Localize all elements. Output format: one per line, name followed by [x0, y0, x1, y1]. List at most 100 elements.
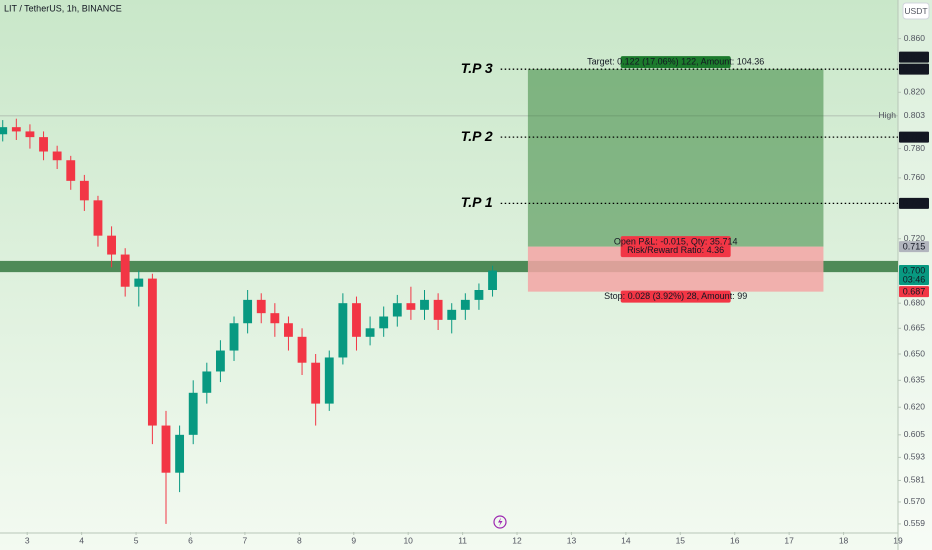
candle-body — [147, 278, 157, 426]
candle-body — [93, 200, 103, 236]
axis-marker-label: 0.837 — [903, 52, 926, 62]
axis-marker-label: 0.715 — [903, 242, 926, 252]
axis-marker-label: 0.743 — [903, 198, 926, 208]
x-tick-label: 4 — [79, 535, 84, 545]
pnl-label-bg — [620, 236, 731, 258]
candle-body — [460, 299, 470, 310]
x-tick-label: 16 — [730, 535, 740, 545]
axis-marker — [899, 51, 929, 63]
target-label: Target: 0.122 (17.06%) 122, Amount: 104.… — [587, 57, 764, 67]
axis-marker-label: 0.837 — [903, 64, 926, 74]
candle-body — [79, 180, 89, 201]
support-zone — [0, 260, 898, 273]
x-tick-label: 8 — [297, 535, 302, 545]
candle-body — [420, 299, 429, 310]
candle-body — [175, 434, 185, 473]
target-zone — [527, 69, 824, 247]
axis-marker-label: 0.700 — [903, 265, 926, 275]
candle-body — [284, 323, 293, 337]
candle-body — [107, 235, 116, 255]
candle-body — [474, 290, 484, 300]
candle-body — [120, 254, 130, 287]
tp-label: T.P 3 — [461, 60, 493, 76]
candle-body — [66, 160, 76, 181]
currency: USDT — [904, 6, 927, 16]
candle-body — [215, 350, 225, 372]
event-bolt — [498, 517, 503, 527]
candle-body — [202, 371, 212, 393]
candle-body — [229, 323, 239, 351]
event-circle[interactable] — [493, 515, 507, 529]
candle-body — [270, 313, 280, 324]
candle-body — [134, 278, 144, 287]
candle-body — [433, 299, 443, 320]
chart-title: LIT / TetherUS, 1h, BINANCE — [4, 3, 122, 13]
y-tick-label: 0.570 — [904, 496, 926, 506]
y-tick-label: 0.680 — [904, 297, 926, 307]
candle-body — [11, 127, 21, 132]
axis-marker-label: 0.788 — [903, 132, 926, 142]
x-tick-label: 12 — [512, 535, 522, 545]
x-tick-label: 14 — [621, 535, 631, 545]
candle-body — [311, 362, 321, 404]
y-tick-label: 0.635 — [904, 375, 926, 385]
candle-body — [0, 127, 8, 135]
candle-body — [324, 357, 334, 404]
x-tick-label: 17 — [784, 535, 794, 545]
candle-body — [379, 316, 389, 329]
axis-marker — [899, 197, 929, 209]
candle-body — [243, 299, 253, 324]
candle-body — [488, 270, 497, 291]
axis-marker — [899, 63, 929, 75]
axis-marker — [899, 265, 929, 286]
axis-marker-label: 0.687 — [903, 287, 926, 297]
rr-label: Risk/Reward Ratio: 4.36 — [627, 245, 724, 255]
high-value: 0.803 — [904, 110, 926, 120]
candle-body — [406, 303, 416, 310]
tp-label: T.P 2 — [461, 128, 493, 144]
y-tick-label: 0.820 — [904, 87, 926, 97]
candle-body — [392, 303, 402, 317]
candle-body — [161, 425, 171, 473]
x-tick-label: 15 — [676, 535, 686, 545]
y-tick-label: 0.760 — [904, 172, 926, 182]
candle-body — [365, 328, 375, 337]
x-tick-label: 11 — [458, 535, 467, 545]
y-tick-label: 0.780 — [904, 143, 926, 153]
candle-body — [256, 299, 266, 314]
y-tick-label: 0.593 — [904, 452, 926, 462]
target-label-bg — [620, 56, 731, 69]
x-tick-label: 5 — [134, 535, 139, 545]
candle-body — [25, 131, 35, 138]
y-tick-label: 0.605 — [904, 429, 926, 439]
stop-label: Stop: 0.028 (3.92%) 28, Amount: 99 — [604, 291, 747, 301]
candle-body — [297, 336, 307, 363]
candle-body — [338, 303, 348, 358]
candle-body — [188, 392, 198, 435]
events-icon[interactable] — [493, 515, 507, 529]
x-tick-label: 13 — [567, 535, 577, 545]
x-tick-label: 7 — [243, 535, 248, 545]
candle-body — [352, 303, 361, 337]
x-tick-label: 10 — [403, 535, 413, 545]
currency-box[interactable] — [902, 2, 930, 20]
x-tick-label: 18 — [839, 535, 849, 545]
x-tick-label: 19 — [893, 535, 903, 545]
axis-marker — [899, 241, 929, 253]
x-tick-label: 6 — [188, 535, 193, 545]
tp-label: T.P 1 — [461, 194, 493, 210]
y-tick-label: 0.559 — [904, 518, 926, 528]
x-tick-label: 3 — [25, 535, 30, 545]
x-tick-label: 9 — [351, 535, 356, 545]
y-tick-label: 0.665 — [904, 323, 926, 333]
candle-body — [447, 309, 457, 320]
y-tick-label: 0.860 — [904, 33, 926, 43]
axis-marker — [899, 131, 929, 143]
candle-body — [39, 137, 48, 152]
stop-label-bg — [620, 290, 731, 303]
y-tick-label: 0.650 — [904, 348, 926, 358]
high-label: High — [879, 110, 897, 120]
pnl-label: Open P&L: -0.015, Qty: 35.714 — [614, 237, 738, 247]
y-tick-label: 0.620 — [904, 401, 926, 411]
